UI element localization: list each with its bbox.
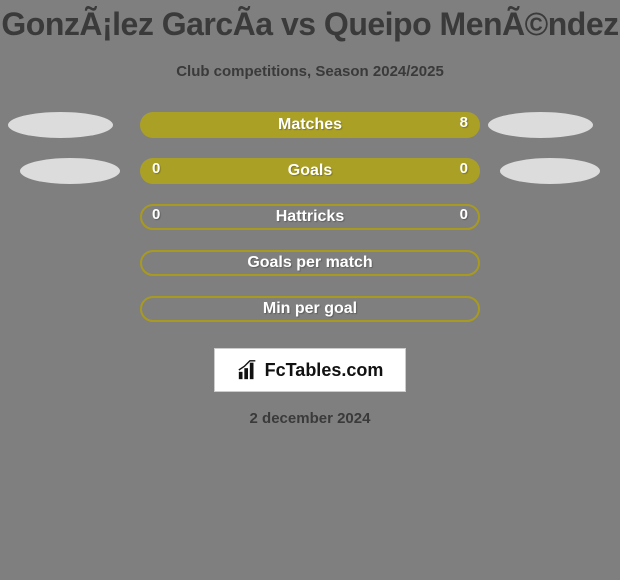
- logo: FcTables.com: [237, 359, 384, 381]
- row-goals-per-match: Goals per match: [0, 250, 620, 296]
- comparison-widget: GonzÃ¡lez GarcÃa vs Queipo MenÃ©ndez Clu…: [0, 0, 620, 580]
- row-hattricks: Hattricks 0 0: [0, 204, 620, 250]
- stat-rows: Matches 8 Goals 0 0 Hattricks 0 0 Goals …: [0, 112, 620, 342]
- stat-bar-outline: Min per goal: [140, 296, 480, 322]
- ellipse-left: [20, 158, 120, 184]
- value-left: 0: [152, 206, 160, 223]
- row-min-per-goal: Min per goal: [0, 296, 620, 342]
- stat-label: Matches: [278, 116, 342, 134]
- logo-box[interactable]: FcTables.com: [214, 348, 407, 392]
- ellipse-right: [488, 112, 593, 138]
- bar-chart-icon: [237, 359, 259, 381]
- stat-bar-outline: Goals per match: [140, 250, 480, 276]
- subtitle: Club competitions, Season 2024/2025: [0, 63, 620, 80]
- stat-label: Goals: [288, 162, 332, 180]
- stat-label: Hattricks: [276, 208, 344, 226]
- page-title: GonzÃ¡lez GarcÃa vs Queipo MenÃ©ndez: [0, 0, 620, 43]
- value-right: 0: [460, 160, 468, 177]
- ellipse-right: [500, 158, 600, 184]
- row-goals: Goals 0 0: [0, 158, 620, 204]
- stat-bar-outline: Hattricks: [140, 204, 480, 230]
- stat-label: Min per goal: [263, 300, 357, 318]
- stat-bar: Matches: [140, 112, 480, 138]
- date: 2 december 2024: [0, 410, 620, 427]
- logo-text: FcTables.com: [265, 360, 384, 381]
- value-left: 0: [152, 160, 160, 177]
- stat-bar: Goals: [140, 158, 480, 184]
- stat-label: Goals per match: [247, 254, 372, 272]
- ellipse-left: [8, 112, 113, 138]
- row-matches: Matches 8: [0, 112, 620, 158]
- value-right: 8: [460, 114, 468, 131]
- value-right: 0: [460, 206, 468, 223]
